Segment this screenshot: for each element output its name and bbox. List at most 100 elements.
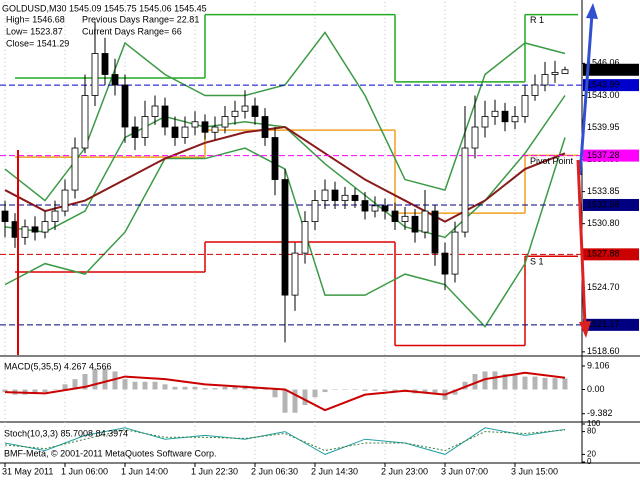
- up-arrow: [578, 13, 594, 176]
- candle-body: [41, 221, 49, 233]
- macd-bar: [162, 384, 168, 390]
- candle-body: [461, 147, 469, 233]
- price-tag: [583, 318, 639, 331]
- candle-body: [471, 126, 479, 149]
- price-tag-label: 1527.88: [587, 249, 620, 259]
- macd-bar: [102, 368, 108, 390]
- macd-bar: [462, 381, 468, 390]
- candle-body: [311, 200, 319, 222]
- x-tick-label: 1 Jun 06:00: [61, 466, 108, 476]
- macd-title: MACD(5,35,5) 4.267 4.566: [4, 361, 112, 371]
- candle-body: [381, 205, 389, 212]
- pivot-label: S 1: [530, 257, 544, 267]
- candle-body: [531, 84, 539, 96]
- macd-bar: [132, 381, 138, 390]
- candle-body: [251, 105, 259, 117]
- down-arrow-head: [579, 321, 591, 338]
- macd-bar: [122, 379, 128, 390]
- price-tag: [583, 248, 639, 261]
- candle-body: [431, 210, 439, 254]
- y-tick-label: 0: [587, 457, 592, 466]
- candle-body: [111, 74, 119, 86]
- info-prev-range: Previous Days Range= 22.81: [82, 14, 199, 24]
- candle-body: [151, 105, 159, 117]
- candle-body: [331, 189, 339, 201]
- y-tick-label: 0.00: [587, 384, 605, 394]
- candle-body: [451, 231, 459, 275]
- macd-bar: [372, 389, 378, 391]
- indicator-line: [4, 125, 566, 223]
- candle-body: [491, 110, 499, 117]
- candle-body: [171, 126, 179, 138]
- macd-bar: [202, 388, 208, 390]
- x-tick-label: 2 Jun 06:30: [251, 466, 298, 476]
- down-arrow: [576, 159, 587, 326]
- macd-bar: [482, 371, 488, 390]
- candle-body: [131, 126, 139, 138]
- price-tag: [583, 149, 639, 162]
- pivot-label: Pivot Point: [530, 156, 574, 166]
- y-tick-label: 100: [587, 419, 601, 428]
- candle-body: [161, 105, 169, 128]
- price-tag-label: 1537.28: [587, 150, 620, 160]
- macd-bar: [562, 378, 568, 390]
- price-tag-label: 1543.99: [587, 79, 620, 89]
- candle-body: [441, 252, 449, 275]
- macd-bar: [512, 374, 518, 390]
- macd-bar: [142, 381, 148, 390]
- macd-bar: [2, 389, 8, 393]
- candle-body: [201, 121, 209, 133]
- candle-body: [71, 147, 79, 191]
- indicator-line: [4, 427, 566, 455]
- macd-bar: [272, 389, 278, 398]
- candle-body: [341, 194, 349, 201]
- price-tag-label: 1532.58: [587, 199, 620, 209]
- candle-body: [281, 179, 289, 296]
- candle-body: [401, 215, 409, 222]
- x-tick-label: 3 Jun 15:00: [511, 466, 558, 476]
- candle-body: [411, 215, 419, 233]
- macd-bar: [322, 389, 328, 393]
- candle-body: [81, 95, 89, 149]
- candle-body: [211, 126, 219, 133]
- candle-body: [31, 226, 39, 233]
- x-tick-label: 2 Jun 23:00: [381, 466, 428, 476]
- info-close: Close= 1541.29: [6, 38, 69, 48]
- y-tick-label: 80: [587, 427, 596, 436]
- candle-body: [481, 116, 489, 128]
- candle-body: [181, 126, 189, 138]
- x-tick-label: 31 May 2011: [2, 466, 53, 476]
- macd-bar: [312, 389, 318, 398]
- price-tag: [583, 198, 639, 211]
- candle-body: [501, 110, 509, 123]
- candle-body: [101, 53, 109, 75]
- info-high: High= 1546.68: [6, 14, 65, 24]
- candle-body: [351, 194, 359, 201]
- macd-bar: [552, 378, 558, 390]
- y-tick-label: 1539.95: [587, 122, 620, 132]
- y-tick-label: 1543.00: [587, 90, 620, 100]
- candle-body: [371, 205, 379, 212]
- macd-bar: [532, 376, 538, 390]
- pane-frames: [0, 0, 640, 464]
- indicator-line: [4, 429, 566, 452]
- y-tick-label: 1533.85: [587, 186, 620, 196]
- macd-bar: [502, 374, 508, 390]
- macd-bar: [72, 379, 78, 390]
- macd-bar: [302, 389, 308, 405]
- y-tick-label: 1530.80: [587, 218, 620, 228]
- macd-bar: [332, 389, 338, 390]
- macd-bar: [152, 381, 158, 390]
- macd-bar: [342, 389, 348, 390]
- candle-body: [271, 137, 279, 180]
- macd-bar: [352, 389, 358, 390]
- price-tag-label: 1545.45: [587, 64, 620, 74]
- candle-body: [301, 221, 309, 254]
- macd-bar: [292, 389, 298, 413]
- x-tick-label: 2 Jun 14:30: [311, 466, 358, 476]
- candle-body: [541, 74, 549, 86]
- stoch-title: Stoch(10,3,3) 85.7008 84.3974: [4, 428, 128, 438]
- macd-bar: [542, 377, 548, 390]
